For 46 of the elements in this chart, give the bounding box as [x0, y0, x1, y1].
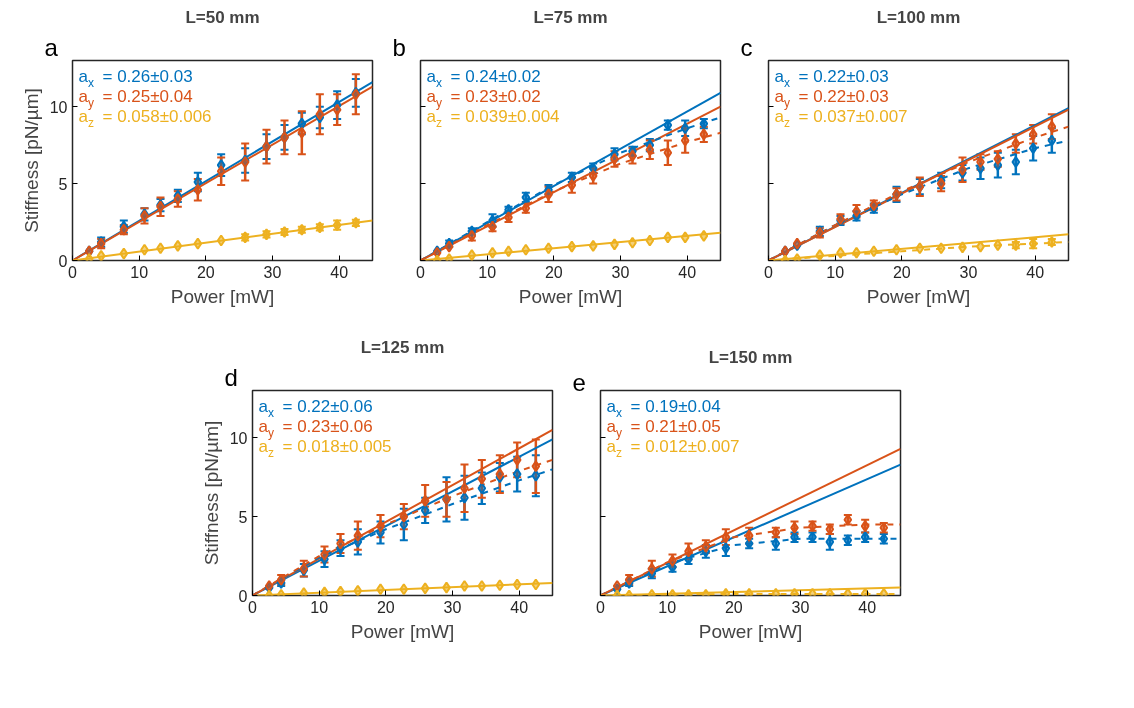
- y-tick-label: 0: [58, 252, 68, 270]
- x-tick-label: 0: [596, 598, 606, 616]
- x-axis-title: Power [mW]: [866, 285, 971, 307]
- x-axis-title: Power [mW]: [518, 285, 623, 307]
- chart-title: L=100 mm: [876, 7, 961, 27]
- x-axis-title: Power [mW]: [698, 620, 803, 642]
- y-tick-label: 5: [238, 508, 248, 526]
- chart-title: L=150 mm: [708, 347, 793, 367]
- x-tick-label: 30: [791, 598, 810, 616]
- x-tick-label: 10: [658, 598, 677, 616]
- x-tick-label: 20: [544, 263, 563, 281]
- y-tick-label: 10: [49, 98, 68, 116]
- x-tick-label: 20: [892, 263, 911, 281]
- text: b: [392, 33, 406, 61]
- x-tick-label: 40: [678, 263, 697, 281]
- x-tick-label: 20: [724, 598, 743, 616]
- x-tick-label: 30: [263, 263, 282, 281]
- y-tick-label: 0: [238, 587, 248, 605]
- x-tick-label: 40: [330, 263, 349, 281]
- text: e: [572, 368, 586, 396]
- text: c: [740, 33, 753, 61]
- x-tick-label: 10: [310, 598, 329, 616]
- x-tick-label: 30: [611, 263, 630, 281]
- x-axis-title: Power [mW]: [170, 285, 275, 307]
- x-tick-label: 40: [858, 598, 877, 616]
- x-tick-label: 0: [764, 263, 774, 281]
- x-axis-title: Power [mW]: [350, 620, 455, 642]
- text: d: [224, 363, 238, 391]
- x-tick-label: 10: [478, 263, 497, 281]
- chart-title: L=75 mm: [533, 7, 608, 27]
- chart-title: L=50 mm: [185, 7, 260, 27]
- x-tick-label: 30: [443, 598, 462, 616]
- x-tick-label: 10: [826, 263, 845, 281]
- y-axis-title: Stiffness [pN/µm]: [20, 88, 42, 233]
- x-tick-label: 0: [416, 263, 426, 281]
- x-tick-label: 40: [510, 598, 529, 616]
- x-tick-label: 20: [376, 598, 395, 616]
- x-tick-label: 10: [130, 263, 149, 281]
- y-tick-label: 5: [58, 175, 68, 193]
- chart-title: L=125 mm: [360, 337, 445, 357]
- x-tick-label: 30: [959, 263, 978, 281]
- y-axis-title: Stiffness [pN/µm]: [200, 420, 222, 566]
- x-tick-label: 40: [1026, 263, 1045, 281]
- y-tick-label: 10: [229, 429, 248, 447]
- text: a: [44, 33, 59, 61]
- x-tick-label: 20: [196, 263, 215, 281]
